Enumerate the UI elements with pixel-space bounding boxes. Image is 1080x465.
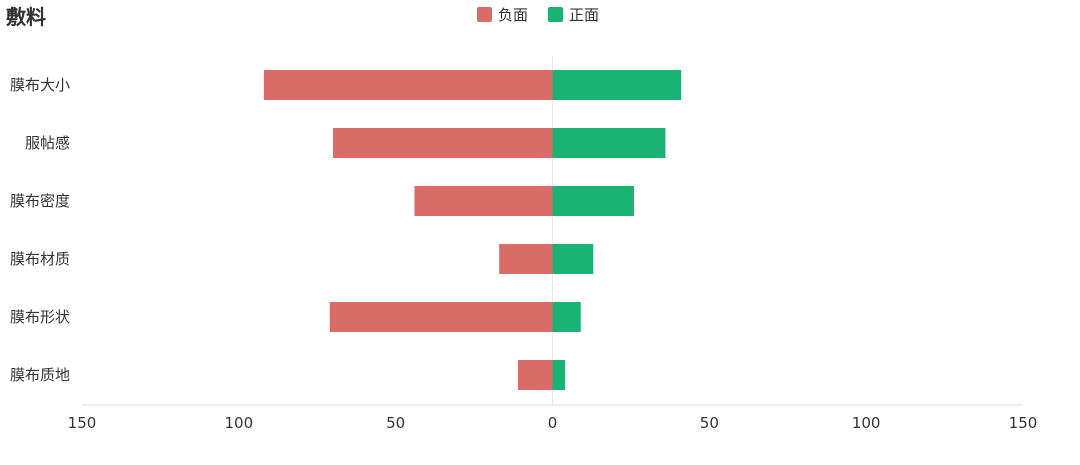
bar-negative (517, 360, 553, 390)
legend-swatch-positive[interactable] (548, 7, 563, 22)
bar-positive (552, 128, 666, 158)
x-tick-label: 50 (700, 414, 719, 432)
x-tick-label: 150 (1009, 414, 1038, 432)
category-label: 膜布大小 (10, 76, 70, 94)
legend-label-positive[interactable]: 正面 (569, 6, 599, 24)
x-tick-label: 100 (852, 414, 881, 432)
legend-swatch-negative[interactable] (477, 7, 492, 22)
bar-positive (552, 244, 594, 274)
chart-title: 敷料 (6, 5, 46, 29)
category-label: 膜布形状 (10, 308, 70, 326)
x-tick-label: 50 (386, 414, 405, 432)
legend: 负面 正面 (477, 6, 599, 24)
x-tick-label: 0 (548, 414, 558, 432)
bar-positive (552, 186, 635, 216)
bar-negative (263, 70, 553, 100)
category-label: 膜布密度 (10, 192, 70, 210)
x-tick-label: 100 (225, 414, 254, 432)
bar-negative (499, 244, 553, 274)
category-label: 膜布质地 (10, 366, 70, 384)
bar-positive (552, 302, 581, 332)
x-tick-label: 150 (68, 414, 97, 432)
bar-negative (329, 302, 553, 332)
bar-positive (552, 360, 566, 390)
category-label: 膜布材质 (10, 250, 70, 268)
bar-negative (414, 186, 553, 216)
legend-label-negative[interactable]: 负面 (498, 6, 528, 24)
category-label: 服帖感 (25, 134, 70, 152)
bar-positive (552, 70, 682, 100)
bar-negative (332, 128, 553, 158)
